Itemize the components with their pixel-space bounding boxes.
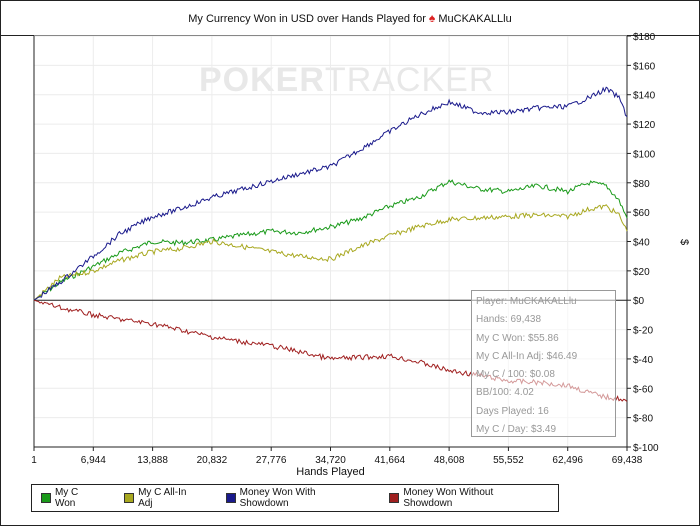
y-tick-label: $-100: [633, 443, 659, 454]
tooltip-line: My C / 100: $0.08: [476, 369, 555, 381]
y-tick-label: $140: [633, 91, 656, 102]
x-tick-label: 6,944: [81, 455, 106, 466]
y-tick-label: $-80: [633, 414, 653, 425]
legend-swatch: [389, 493, 400, 503]
x-tick-label: 20,832: [197, 455, 228, 466]
title-text: My Currency Won in USD over Hands Played…: [188, 13, 426, 25]
legend-label: My C Won: [54, 487, 79, 509]
x-tick-label: 69,438: [612, 455, 643, 466]
x-tick-label: 13,888: [137, 455, 168, 466]
y-tick-label: $-40: [633, 355, 653, 366]
series-line-money-won-with-showdown: [33, 86, 628, 301]
y-tick-label: $100: [633, 149, 656, 160]
legend-label: Money Won Without Showdown: [403, 487, 494, 509]
legend-item[interactable]: My C Won: [41, 487, 101, 509]
x-tick-label: 1: [31, 455, 37, 466]
legend-item[interactable]: My C All-In Adj: [124, 487, 203, 509]
y-tick-label: $-20: [633, 326, 653, 337]
y-tick-label: $0: [633, 296, 645, 307]
series-line-my-c-won: [33, 179, 628, 301]
y-tick-label: $180: [633, 32, 656, 43]
tooltip-line: My C / Day: $3.49: [476, 424, 557, 436]
x-axis-label: Hands Played: [296, 466, 365, 478]
tooltip-line: Hands: 69,438: [476, 314, 542, 326]
y-tick-label: $60: [633, 208, 650, 219]
x-tick-label: 27,776: [256, 455, 287, 466]
tooltip-line: BB/100: 4.02: [476, 387, 534, 399]
y-axis-label: $: [678, 238, 691, 246]
x-tick-label: 48,608: [434, 455, 465, 466]
series-line-my-c-all-in-adj: [33, 204, 628, 301]
pokertracker-watermark: POKERTRACKER: [199, 61, 495, 99]
y-tick-label: $40: [633, 238, 650, 249]
x-tick-label: 34,720: [315, 455, 346, 466]
y-tick-label: $-60: [633, 384, 653, 395]
legend-swatch: [124, 493, 135, 503]
title-player: MuCKAKALLlu: [438, 13, 512, 25]
chart-title: My Currency Won in USD over Hands Played…: [1, 11, 699, 25]
legend-item[interactable]: Money Won Without Showdown: [389, 487, 544, 509]
y-tick-label: $20: [633, 267, 650, 278]
legend-swatch: [41, 493, 51, 503]
y-tick-label: $160: [633, 61, 656, 72]
x-tick-label: 41,664: [375, 455, 406, 466]
legend: My C Won My C All-In Adj Money Won With Sh…: [31, 484, 559, 512]
spade-icon: ♠: [428, 11, 436, 25]
y-tick-label: $120: [633, 120, 656, 131]
x-tick-label: 55,552: [493, 455, 524, 466]
tooltip-line: Player: MuCKAKALLlu: [476, 296, 577, 307]
stats-tooltip: Player: MuCKAKALLlu Hands: 69,438 My C Won…: [471, 290, 616, 437]
tooltip-line: My C All-In Adj: $46.49: [476, 350, 578, 362]
legend-label: My C All-In Adj: [138, 487, 187, 509]
legend-swatch: [225, 493, 236, 503]
y-tick-label: $80: [633, 179, 650, 190]
tooltip-line: My C Won: $55.86: [476, 332, 559, 344]
tooltip-line: Days Played: 16: [476, 405, 549, 417]
legend-label: Money Won With Showdown: [239, 487, 316, 509]
legend-item[interactable]: Money Won With Showdown: [225, 487, 367, 509]
x-tick-label: 62,496: [552, 455, 583, 466]
